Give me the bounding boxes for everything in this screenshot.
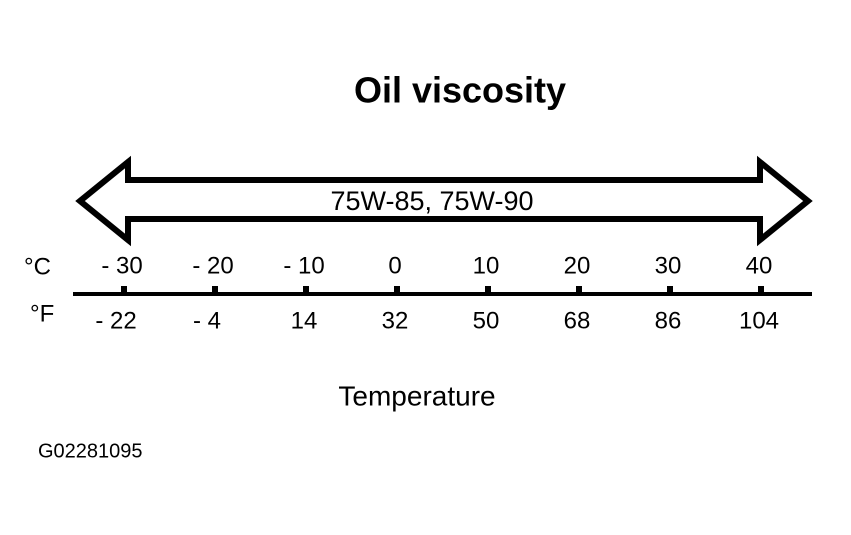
fahrenheit-label: 50 [473,307,500,334]
tick [303,286,309,294]
figure-code: G02281095 [38,440,143,462]
celsius-label: 40 [746,252,773,279]
tick [485,286,491,294]
fahrenheit-label: 104 [739,307,779,334]
tick [576,286,582,294]
fahrenheit-label: 32 [382,307,409,334]
celsius-label: - 20 [192,252,233,279]
axis-label: Temperature [338,380,495,411]
tick [121,286,127,294]
celsius-label: - 30 [101,252,142,279]
fahrenheit-label: - 4 [193,307,221,334]
tick [212,286,218,294]
celsius-label: 0 [388,252,401,279]
tick [394,286,400,294]
celsius-label: - 10 [283,252,324,279]
tick [667,286,673,294]
range-arrow [75,155,813,247]
celsius-label: 30 [655,252,682,279]
celsius-unit: °C [24,253,51,280]
fahrenheit-label: 86 [655,307,682,334]
range-label: 75W-85, 75W-90 [330,186,533,216]
fahrenheit-label: - 22 [95,307,136,334]
title: Oil viscosity [354,70,566,111]
celsius-label: 10 [473,252,500,279]
fahrenheit-unit: °F [30,300,54,327]
fahrenheit-label: 68 [564,307,591,334]
fahrenheit-label: 14 [291,307,318,334]
tick [758,286,764,294]
celsius-label: 20 [564,252,591,279]
